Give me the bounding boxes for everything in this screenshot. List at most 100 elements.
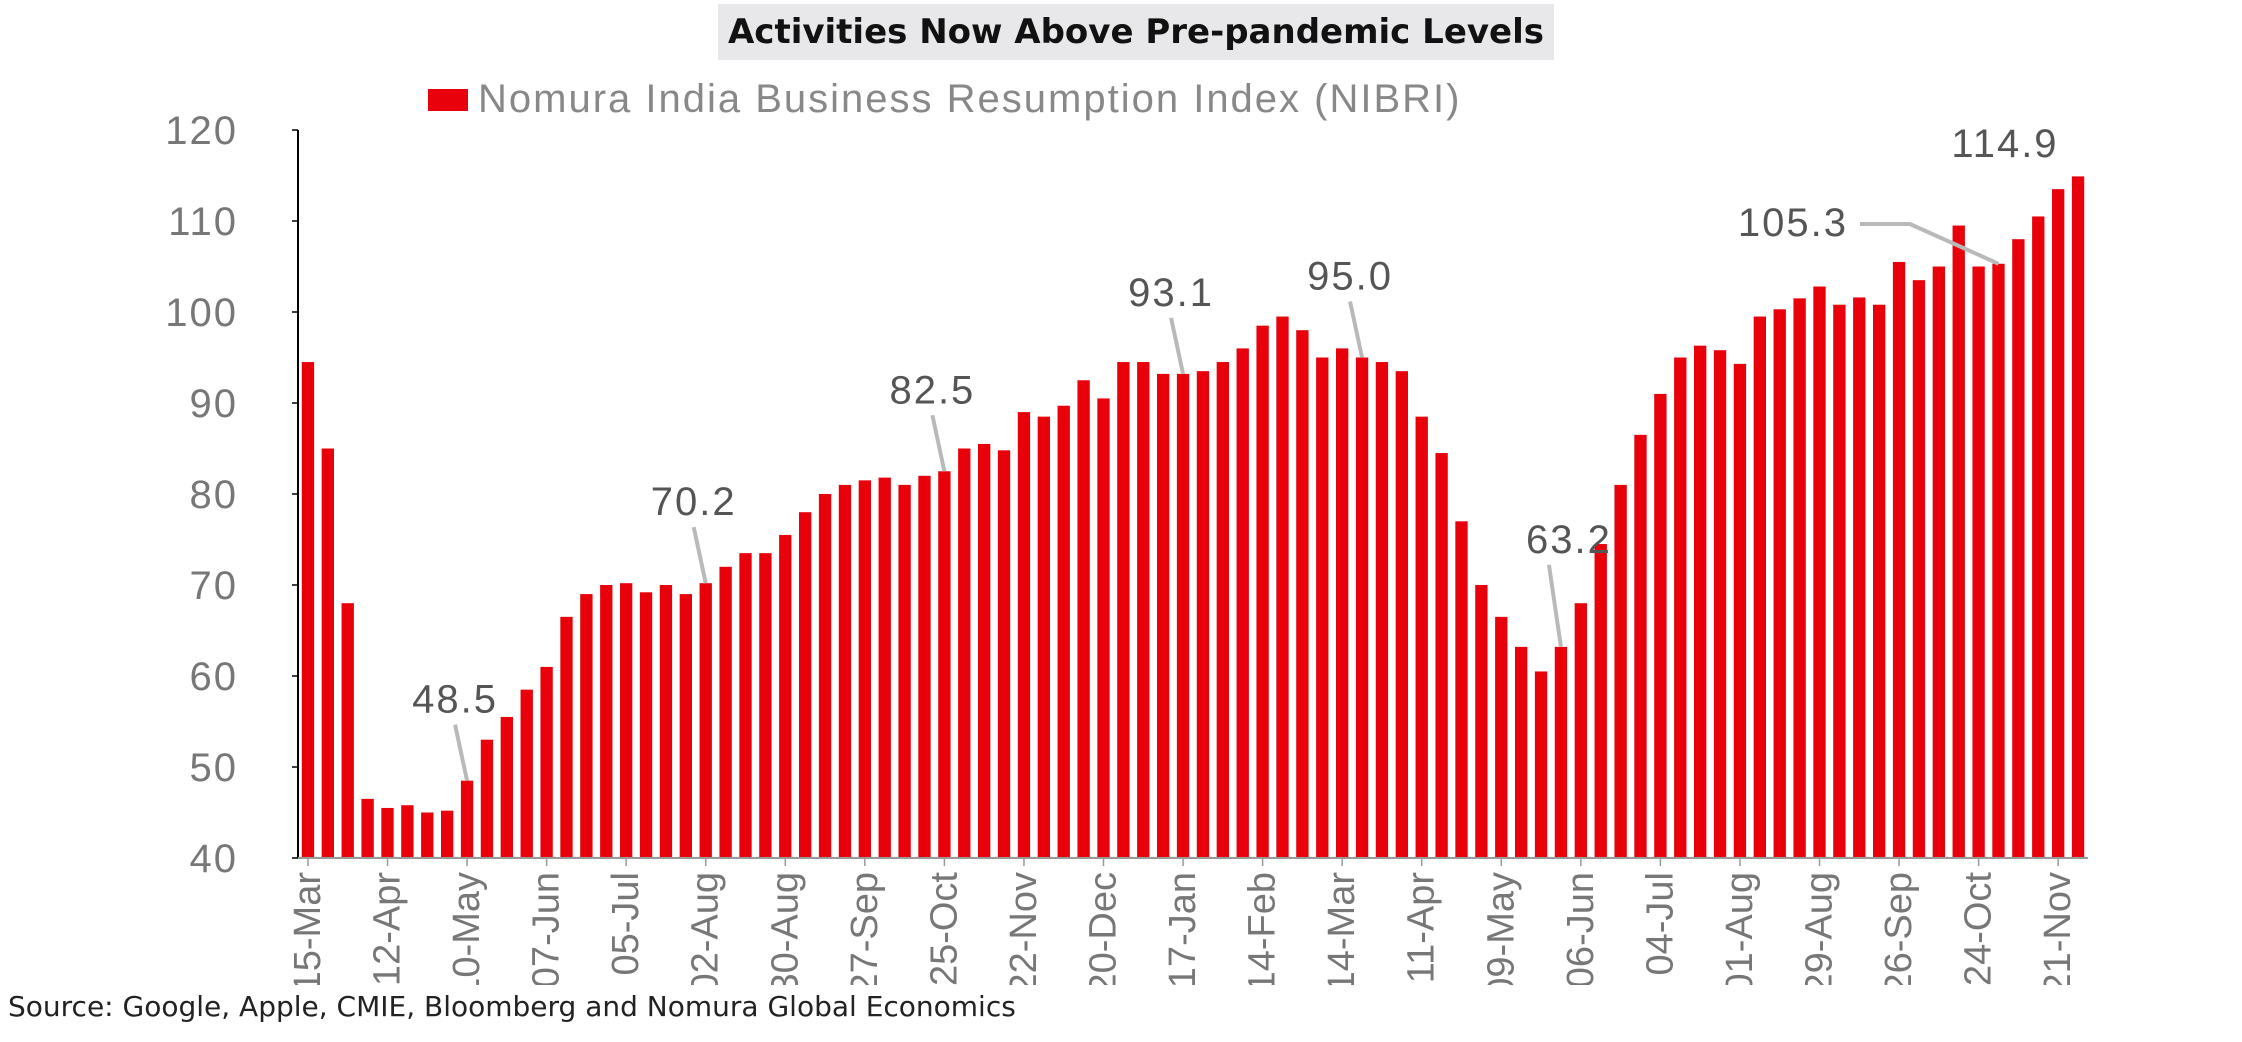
bar (361, 798, 374, 858)
x-tick-label: 14-Feb (1242, 872, 1284, 985)
bar (1654, 393, 1667, 858)
x-tick-label: 10-May (446, 872, 488, 985)
bar (540, 666, 553, 858)
bar (1515, 646, 1528, 858)
bar (1833, 304, 1846, 859)
x-tick-label: 02-Aug (685, 872, 727, 985)
annotation-leader (1860, 222, 2000, 266)
x-tick-label: 12-Apr (367, 872, 409, 985)
x-tick-label: 14-Mar (1321, 872, 1363, 985)
bar (1594, 544, 1607, 858)
bar (2032, 216, 2045, 858)
bar (460, 780, 474, 858)
data-label: 93.1 (1128, 271, 1214, 315)
bar (620, 583, 633, 858)
chart-legend: Nomura India Business Resumption Index (… (428, 77, 1461, 121)
bar (321, 448, 334, 858)
bar (838, 484, 852, 858)
y-tick-label: 60 (190, 655, 239, 699)
bar (779, 534, 792, 858)
x-tick-label: 01-Aug (1719, 872, 1761, 985)
bar (1236, 348, 1249, 858)
annotation-leader (930, 414, 947, 472)
bar (1216, 362, 1229, 858)
bars-group (301, 176, 2085, 859)
bar (441, 810, 454, 858)
bar (1753, 316, 1766, 858)
bar (759, 553, 772, 858)
bar (818, 494, 832, 858)
y-tick-label: 100 (165, 291, 238, 335)
bar (1713, 350, 1727, 858)
bar (1554, 646, 1568, 858)
bar (1873, 304, 1886, 859)
bar (679, 594, 692, 858)
bar (1256, 325, 1269, 858)
bar (739, 553, 752, 858)
bar (1674, 357, 1687, 858)
bar (1296, 330, 1309, 858)
annotation-leader (1348, 301, 1365, 358)
bar (1992, 263, 2005, 858)
bar (1276, 316, 1289, 858)
bar (1972, 266, 1985, 858)
bar (1137, 362, 1150, 858)
y-tick-label: 50 (190, 746, 239, 790)
y-tick-label: 40 (190, 837, 239, 881)
x-tick-label: 09-May (1480, 872, 1522, 985)
bar (1157, 373, 1170, 858)
bar (898, 484, 911, 858)
source-note: Source: Google, Apple, CMIE, Bloomberg a… (8, 990, 1016, 1023)
bar (2071, 176, 2085, 858)
x-tick-label: 05-Jul (605, 872, 647, 976)
legend-swatch (428, 89, 468, 111)
bar (580, 594, 593, 858)
bar (1952, 225, 1965, 859)
bar (1196, 371, 1210, 858)
bar (1017, 412, 1031, 858)
bar (1336, 348, 1349, 858)
bar (1355, 357, 1369, 858)
y-tick-label: 90 (190, 382, 239, 426)
y-tick-label: 80 (190, 473, 239, 517)
bar (659, 585, 673, 858)
bar (1316, 357, 1329, 858)
bar (639, 592, 653, 858)
x-axis: 15-Mar 12-Apr 10-May 07-Jun 05-Jul 02-Aug 30-A… (287, 857, 2088, 985)
bar (1932, 266, 1945, 858)
annotation-leader (453, 724, 470, 782)
x-tick-label: 26-Sep (1878, 872, 1920, 985)
bar (1475, 585, 1488, 858)
bar (1733, 363, 1747, 858)
data-label: 95.0 (1307, 255, 1393, 299)
x-tick-label: 07-Jun (526, 872, 568, 985)
bar (878, 477, 891, 858)
bar (1892, 261, 1906, 858)
legend-label: Nomura India Business Resumption Index (… (478, 77, 1461, 121)
bar (1694, 345, 1707, 858)
bar (1435, 453, 1448, 858)
bar (958, 448, 971, 858)
bar (918, 475, 931, 858)
bar (1853, 297, 1866, 858)
x-tick-label: 17-Jan (1162, 872, 1204, 985)
bar (1912, 280, 1926, 858)
bar (421, 812, 434, 858)
bar (1574, 603, 1587, 858)
data-label: 48.5 (412, 678, 498, 722)
bar (938, 471, 951, 858)
bar (520, 689, 533, 858)
x-tick-label: 11-Apr (1401, 872, 1443, 984)
bar (560, 616, 573, 858)
x-tick-label: 04-Jul (1639, 872, 1681, 976)
data-label: 114.9 (1951, 122, 2058, 166)
x-tick-label: 24-Oct (1958, 872, 2000, 985)
data-label: 82.5 (889, 368, 975, 412)
bar (978, 443, 991, 858)
annotation-leader (1546, 564, 1563, 648)
x-tick-label: 25-Oct (923, 872, 965, 985)
bar (1534, 671, 1548, 858)
bar (1813, 286, 1826, 858)
x-tick-label: 30-Aug (764, 872, 806, 985)
annotation-leader (1169, 317, 1186, 375)
